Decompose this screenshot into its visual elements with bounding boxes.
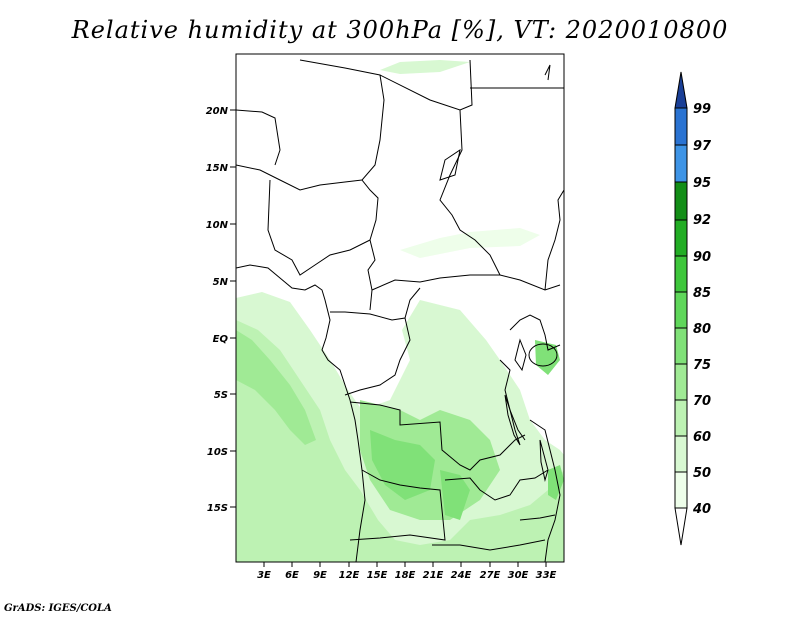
lon-label: 21E — [423, 570, 444, 581]
colorbar-label: 80 — [693, 322, 711, 337]
lat-label: 10N — [206, 220, 229, 231]
longitude-axis: 3E 6E 9E 12E 15E 18E 21E 24E 27E 30E 33E — [257, 562, 557, 581]
colorbar-segment — [674, 255, 688, 293]
colorbar-label: 95 — [693, 176, 711, 191]
colorbar: 40 50 60 70 75 80 85 90 92 95 97 99 — [674, 71, 712, 546]
colorbar-segment — [674, 399, 688, 437]
lon-label: 9E — [313, 570, 327, 581]
west-coastline — [236, 264, 366, 562]
border-zambia — [444, 469, 549, 501]
colorbar-bottom-arrow — [674, 507, 688, 546]
colorbar-segment — [674, 327, 688, 365]
colorbar-label: 50 — [693, 466, 711, 481]
lakes — [504, 338, 558, 521]
colorbar-segment — [674, 144, 688, 183]
lat-label: 15S — [207, 503, 228, 514]
lat-label: EQ — [213, 334, 229, 345]
country-borders — [236, 59, 564, 562]
lat-label: 15N — [206, 163, 229, 174]
humidity-contour-60 — [236, 320, 564, 562]
lake-tanganyika — [504, 394, 521, 446]
colorbar-segment — [674, 219, 688, 257]
colorbar-label: 40 — [692, 502, 711, 517]
colorbar-label: 75 — [693, 358, 711, 373]
border-congo-drc — [344, 317, 411, 396]
border-malawi-mozambique — [529, 419, 561, 562]
lake-albert — [514, 338, 527, 372]
colorbar-label: 70 — [693, 394, 711, 409]
credit-text: GrADS: IGES/COLA — [4, 603, 112, 614]
lon-label: 3E — [257, 570, 271, 581]
humidity-contour-75-southeast — [548, 465, 564, 500]
border-car — [371, 274, 561, 291]
lon-label: 6E — [285, 570, 299, 581]
lake-kariba — [519, 514, 556, 521]
lon-label: 18E — [395, 570, 416, 581]
colorbar-segment — [674, 363, 688, 401]
colorbar-label: 92 — [693, 213, 711, 228]
map-frame — [235, 53, 565, 563]
humidity-contour-75-south — [440, 470, 470, 520]
humidity-shading — [236, 60, 564, 562]
border-uganda-kenya — [509, 314, 561, 351]
lat-label: 20N — [206, 106, 229, 117]
colorbar-segment — [674, 471, 688, 509]
lon-label: 27E — [480, 570, 501, 581]
border-cameroon-congo — [330, 287, 421, 321]
colorbar-label: 60 — [693, 430, 711, 445]
colorbar-label: 97 — [693, 139, 712, 154]
border-sahel — [236, 164, 363, 191]
lon-label: 15E — [367, 570, 388, 581]
lat-label: 5S — [214, 390, 228, 401]
border-niger-chad — [361, 74, 385, 311]
border-nigeria — [267, 179, 371, 276]
border-angola-namibia — [349, 469, 446, 541]
colorbar-label: 90 — [693, 250, 711, 265]
colorbar-label: 99 — [693, 102, 711, 117]
humidity-contour-north — [380, 60, 470, 74]
humidity-contour-central — [400, 228, 540, 258]
colorbar-segment — [674, 291, 688, 329]
humidity-contour-70-west — [236, 330, 316, 445]
lake-malawi — [539, 439, 549, 482]
colorbar-segment — [674, 181, 688, 221]
lat-label: 10S — [207, 447, 228, 458]
colorbar-segment — [674, 435, 688, 473]
coast-red-sea — [544, 64, 551, 81]
border-botswana — [432, 539, 546, 551]
border-darfur — [439, 148, 461, 181]
border-drc-angola — [349, 401, 526, 471]
latitude-axis: 20N 15N 10N 5N EQ 5S 10S 15S — [206, 106, 236, 514]
border-lake-tanganyika — [499, 359, 526, 441]
border-libya — [299, 59, 473, 111]
border-south-sudan — [544, 189, 564, 291]
lon-label: 33E — [536, 570, 557, 581]
lake-victoria — [528, 343, 558, 367]
lon-label: 24E — [451, 570, 472, 581]
map-title: Relative humidity at 300hPa [%], VT: 202… — [71, 16, 729, 44]
colorbar-segment — [674, 107, 688, 146]
lat-label: 5N — [213, 277, 229, 288]
lon-label: 12E — [339, 570, 360, 581]
colorbar-label: 85 — [693, 286, 711, 301]
colorbar-top-arrow — [674, 71, 688, 109]
humidity-contour-75 — [370, 430, 435, 500]
border-mali — [236, 109, 281, 166]
lon-label: 30E — [508, 570, 529, 581]
